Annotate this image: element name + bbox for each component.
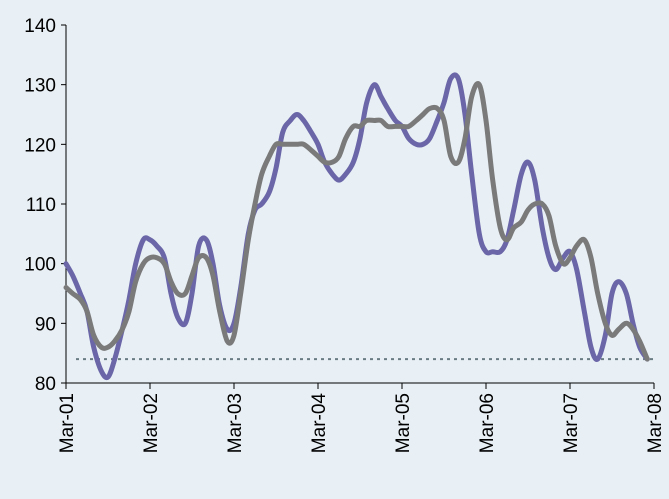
- y-axis: 80 90 100 110 120 130 140: [24, 16, 67, 395]
- x-tick-label: Mar-08: [645, 393, 666, 453]
- series-line-2: [63, 81, 650, 362]
- x-tick-label: Mar-04: [309, 393, 330, 454]
- x-tick-label: Mar-03: [225, 393, 246, 453]
- x-tick-label: Mar-01: [57, 393, 78, 453]
- x-tick-label: Mar-06: [477, 393, 498, 453]
- x-tick-label: Mar-07: [561, 393, 582, 453]
- y-tick-label: 80: [35, 374, 56, 395]
- y-tick-label: 90: [35, 314, 56, 335]
- y-tick-label: 110: [26, 195, 56, 216]
- y-tick-label: 130: [24, 76, 56, 97]
- y-tick-label: 100: [24, 255, 56, 276]
- y-tick-label: 120: [24, 135, 56, 156]
- x-tick-label: Mar-05: [393, 393, 414, 453]
- x-tick-label: Mar-02: [141, 393, 162, 453]
- x-axis: Mar-01 Mar-02 Mar-03 Mar-04 Mar-05 Mar-06 Mar-…: [57, 382, 666, 454]
- series-layer: [63, 72, 650, 381]
- y-tick-label: 140: [24, 16, 56, 37]
- series-line-1: [63, 72, 650, 381]
